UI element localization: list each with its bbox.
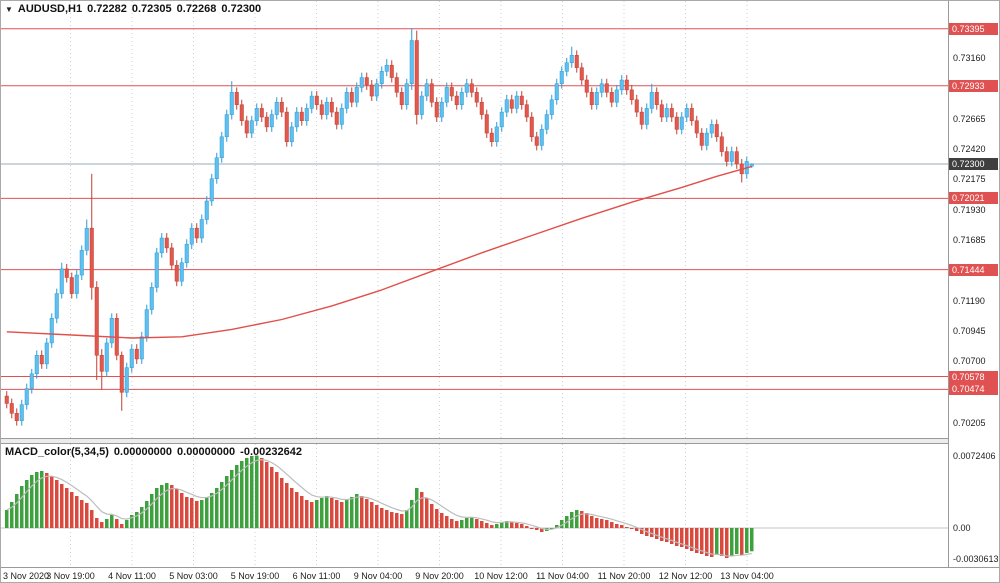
candles-layer bbox=[4, 28, 754, 426]
time-label: 4 Nov 11:00 bbox=[108, 571, 156, 581]
macd-chart-canvas[interactable] bbox=[1, 444, 948, 567]
macd-scale-label: 0.0072406 bbox=[953, 450, 996, 461]
level-price-tag: 0.72933 bbox=[949, 79, 998, 92]
level-price-tag: 0.70578 bbox=[949, 370, 998, 383]
macd-value-1: 0.00000000 bbox=[113, 446, 173, 458]
macd-signal-line bbox=[6, 458, 752, 557]
ohlc-close: 0.72300 bbox=[221, 3, 262, 15]
chart-title: ▼ AUDUSD,H1 0.72282 0.72305 0.72268 0.72300 bbox=[5, 3, 266, 15]
time-label: 11 Nov 04:00 bbox=[536, 571, 589, 581]
price-tick-label: 0.73160 bbox=[953, 52, 986, 63]
time-label: 13 Nov 04:00 bbox=[720, 571, 774, 581]
time-label: 5 Nov 19:00 bbox=[230, 571, 280, 581]
current-price-tag: 0.72300 bbox=[949, 157, 998, 170]
macd-name: MACD_color(5,34,5) bbox=[5, 446, 109, 458]
price-chart-canvas[interactable] bbox=[1, 1, 948, 438]
time-label: 9 Nov 20:00 bbox=[415, 571, 464, 581]
macd-value-3: -0.00232642 bbox=[240, 446, 302, 458]
collapse-triangle-icon[interactable]: ▼ bbox=[5, 5, 13, 14]
macd-indicator-title: MACD_color(5,34,5) 0.00000000 0.00000000 -0… bbox=[5, 446, 307, 458]
time-label: 6 Nov 11:00 bbox=[292, 571, 341, 581]
time-label: 10 Nov 12:00 bbox=[474, 571, 528, 581]
time-label: 3 Nov 19:00 bbox=[46, 571, 95, 581]
price-scale[interactable]: 0.73160 0.72665 0.72420 0.72175 0.71930 0.716… bbox=[948, 1, 999, 567]
level-price-tag: 0.71444 bbox=[949, 263, 998, 276]
panel-separator[interactable] bbox=[1, 438, 999, 444]
macd-scale-label: 0.00 bbox=[953, 523, 971, 533]
time-axis-separator bbox=[1, 567, 999, 568]
price-tick-label: 0.72175 bbox=[953, 174, 986, 185]
level-price-tag: 0.70474 bbox=[949, 383, 998, 396]
symbol-timeframe-label: AUDUSD,H1 bbox=[17, 3, 83, 15]
time-scale[interactable]: 3 Nov 2020 3 Nov 19:00 4 Nov 11:00 5 Nov 03… bbox=[1, 568, 948, 582]
level-price-tag: 0.72021 bbox=[949, 192, 998, 205]
grid-lines bbox=[70, 1, 748, 438]
time-label: 5 Nov 03:00 bbox=[169, 571, 218, 581]
price-tick-label: 0.70700 bbox=[953, 356, 986, 367]
price-tick-label: 0.71190 bbox=[953, 295, 985, 306]
price-tick-label: 0.72665 bbox=[953, 113, 986, 124]
macd-histogram-layer bbox=[5, 455, 754, 558]
ohlc-high: 0.72305 bbox=[131, 3, 172, 15]
ohlc-open: 0.72282 bbox=[87, 3, 127, 15]
price-tick-label: 0.70945 bbox=[953, 326, 986, 337]
ohlc-low: 0.72268 bbox=[176, 3, 217, 15]
price-tick-label: 0.71930 bbox=[953, 204, 986, 215]
time-label: 12 Nov 12:00 bbox=[658, 571, 713, 581]
time-label: 11 Nov 20:00 bbox=[597, 571, 651, 581]
price-tick-label: 0.71685 bbox=[953, 234, 986, 245]
moving-average-line[interactable] bbox=[6, 165, 752, 339]
horizontal-level-lines[interactable] bbox=[1, 28, 948, 390]
time-label: 9 Nov 04:00 bbox=[353, 571, 403, 581]
macd-value-2: 0.00000000 bbox=[177, 446, 236, 458]
level-price-tag: 0.73395 bbox=[949, 22, 998, 35]
price-tick-label: 0.70205 bbox=[953, 417, 986, 428]
price-tick-label: 0.72420 bbox=[953, 144, 986, 155]
time-label: 3 Nov 2020 bbox=[3, 571, 50, 581]
macd-scale-label: -0.0030613 bbox=[953, 553, 999, 564]
